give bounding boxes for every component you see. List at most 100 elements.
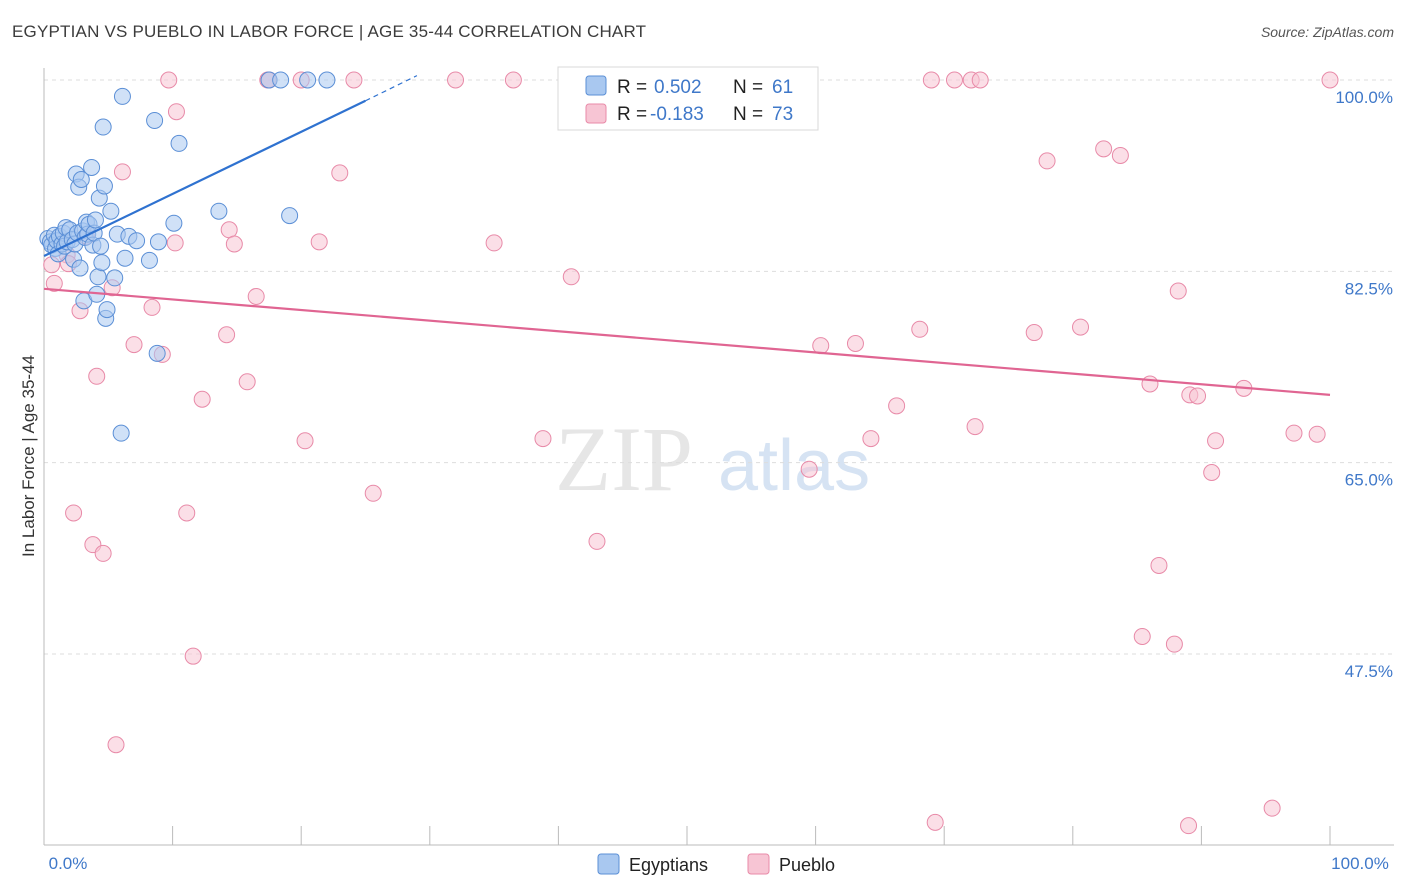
egyptians-point — [149, 233, 167, 251]
pueblo-point — [160, 71, 178, 89]
egyptians-point — [148, 344, 166, 362]
legend-r-value-egyptians: 0.502 — [654, 77, 702, 98]
pueblo-point — [220, 221, 238, 239]
legend-n-value-egyptians: 61 — [772, 77, 793, 98]
pueblo-point — [167, 103, 185, 121]
egyptians-point — [113, 87, 131, 105]
legend-r-label-pueblo: R = — [617, 104, 647, 125]
legend-swatch-egyptians — [585, 75, 607, 96]
egyptians-point — [165, 214, 183, 232]
x-ticks — [43, 826, 1331, 845]
pueblo-point — [1203, 464, 1221, 482]
pueblo-point — [1095, 140, 1113, 158]
watermark-zip: ZIP — [555, 408, 693, 510]
y-tick-label: 82.5% — [1345, 279, 1393, 298]
pueblo-point — [193, 390, 211, 408]
pueblo-point — [971, 71, 989, 89]
pueblo-point — [218, 326, 236, 344]
pueblo-point — [94, 544, 112, 562]
pueblo-point — [143, 298, 161, 316]
bottom-legend-label-pueblo: Pueblo — [779, 855, 835, 875]
y-tick-label: 65.0% — [1345, 471, 1393, 490]
egyptians-trend-line — [43, 99, 366, 258]
egyptians-point — [112, 424, 130, 442]
pueblo-point — [485, 234, 503, 252]
pueblo-point — [1141, 375, 1159, 393]
pueblo-point — [447, 71, 465, 89]
legend-n-label-egyptians: N = — [733, 77, 763, 98]
pueblo-point — [45, 274, 63, 292]
pueblo-point — [296, 432, 314, 450]
pueblo-point — [65, 504, 83, 522]
pueblo-point — [125, 336, 143, 354]
egyptians-point — [71, 259, 89, 277]
legend-swatch-pueblo — [585, 103, 607, 124]
egyptians-point — [102, 202, 120, 220]
legend-n-value-pueblo: 73 — [772, 104, 793, 125]
correlation-legend: R = 0.502 N = 61 R = -0.183 N = 73 — [557, 66, 819, 131]
pueblo-point — [247, 287, 265, 305]
pueblo-point — [1285, 424, 1303, 442]
egyptians-point — [318, 71, 336, 89]
egyptians-point — [72, 170, 90, 188]
egyptians-point — [83, 158, 101, 176]
legend-r-label-egyptians: R = — [617, 77, 647, 98]
pueblo-point — [331, 164, 349, 182]
egyptians-point — [272, 71, 290, 89]
pueblo-point — [178, 504, 196, 522]
pueblo-point — [1180, 817, 1198, 835]
y-axis-label: In Labor Force | Age 35-44 — [19, 355, 38, 557]
pueblo-point — [310, 233, 328, 251]
axes — [43, 68, 1394, 846]
pueblo-point — [504, 71, 522, 89]
pueblo-point — [1189, 387, 1207, 405]
pueblo-point — [862, 430, 880, 448]
pueblo-point — [88, 367, 106, 385]
y-tick-labels: 47.5% 65.0% 82.5% 100.0% — [1335, 88, 1393, 681]
pueblo-point — [184, 647, 202, 665]
pueblo-point — [107, 736, 125, 754]
pueblo-point — [1133, 628, 1151, 646]
bottom-legend-swatch-pueblo — [747, 853, 770, 875]
pueblo-trend-line — [43, 287, 1331, 396]
egyptians-point — [94, 118, 112, 136]
pueblo-point — [588, 532, 606, 550]
pueblo-point — [1321, 71, 1339, 89]
x-tick-label-max: 100.0% — [1331, 854, 1389, 873]
egyptians-point — [98, 301, 116, 319]
pueblo-point — [1165, 635, 1183, 653]
egyptians-point — [146, 111, 164, 129]
pueblo-point — [166, 234, 184, 252]
gridlines — [44, 79, 1394, 655]
source-label: Source: ZipAtlas.com — [1260, 24, 1394, 40]
egyptians-point — [140, 251, 158, 269]
watermark-atlas: atlas — [718, 426, 870, 506]
legend-r-value-pueblo: -0.183 — [650, 104, 704, 125]
pueblo-point — [113, 163, 131, 181]
egyptians-points — [39, 71, 336, 442]
chart-title: EGYPTIAN VS PUEBLO IN LABOR FORCE | AGE … — [12, 22, 647, 41]
egyptians-point — [86, 211, 104, 229]
pueblo-point — [1111, 146, 1129, 164]
egyptians-point — [281, 207, 299, 225]
pueblo-point — [926, 813, 944, 831]
pueblo-point — [364, 484, 382, 502]
egyptians-point — [89, 268, 107, 286]
egyptians-trend-extension — [365, 75, 418, 102]
legend-n-label-pueblo: N = — [733, 104, 763, 125]
egyptians-point — [116, 249, 134, 267]
egyptians-point — [299, 71, 317, 89]
pueblo-point — [238, 373, 256, 391]
x-tick-label-min: 0.0% — [49, 854, 88, 873]
bottom-legend-label-egyptians: Egyptians — [629, 855, 708, 875]
egyptians-point — [106, 269, 124, 287]
pueblo-point — [922, 71, 940, 89]
pueblo-point — [1038, 152, 1056, 170]
pueblo-point — [945, 71, 963, 89]
y-tick-label: 100.0% — [1335, 88, 1393, 107]
pueblo-point — [1072, 318, 1090, 336]
pueblo-point — [846, 334, 864, 352]
pueblo-point — [345, 71, 363, 89]
pueblo-points — [43, 71, 1339, 835]
series-legend: Egyptians Pueblo — [597, 853, 835, 875]
